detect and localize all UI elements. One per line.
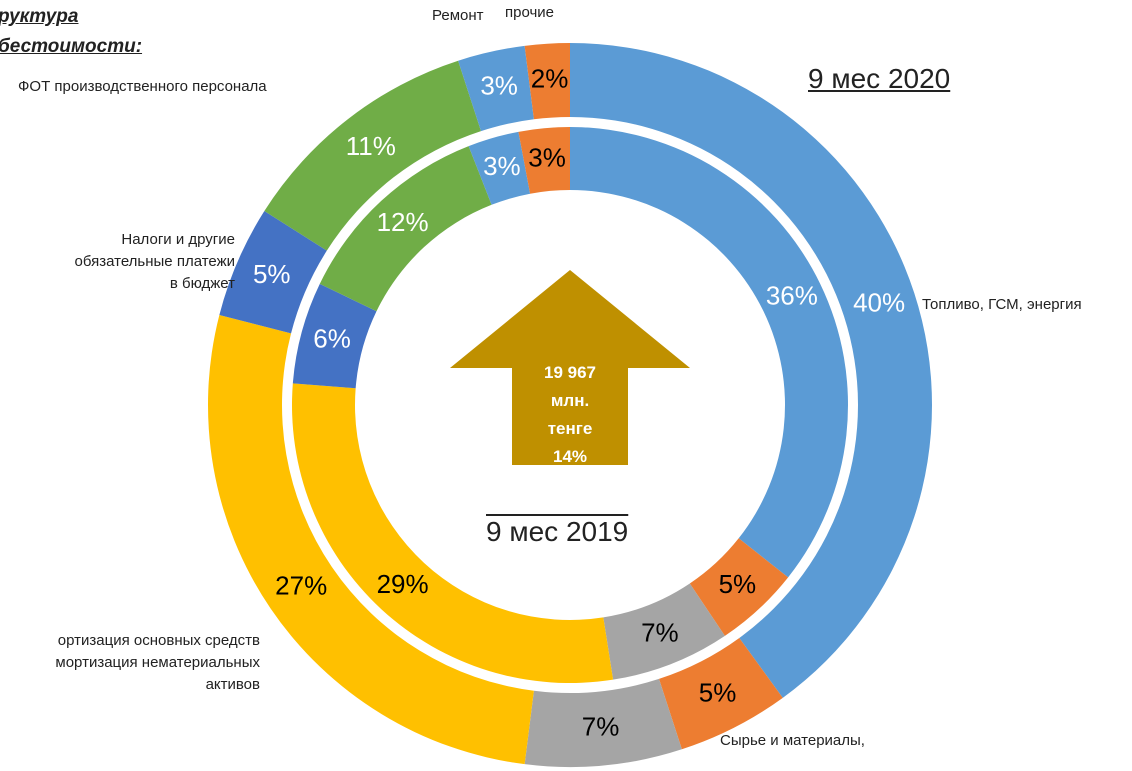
- value-label: 6%: [313, 323, 351, 353]
- value-label: 7%: [582, 711, 620, 741]
- center-label: 19 967 млн. тенге 14%: [544, 363, 596, 466]
- value-label: 5%: [699, 677, 737, 707]
- ring-segment: [458, 45, 534, 132]
- ring-segment: [524, 43, 570, 120]
- ring-segment: [319, 146, 492, 312]
- ring-segment: [292, 283, 377, 389]
- series-name: 9 мес 2020: [808, 63, 951, 94]
- center-line: 14%: [553, 447, 587, 466]
- value-label: 5%: [719, 569, 757, 599]
- value-label: 40%: [853, 287, 905, 317]
- category-label: Налоги и другие обязательные платежи в б…: [74, 231, 235, 292]
- category-label: Топливо, ГСМ, энергия: [922, 296, 1082, 313]
- value-label: 27%: [275, 571, 327, 601]
- category-label: Ремонт: [432, 7, 484, 24]
- category-label: ортизация основных средств мортизация не…: [55, 632, 260, 693]
- center-line: млн.: [551, 391, 589, 410]
- ring-segment: [570, 43, 933, 698]
- center-line: 19 967: [544, 363, 596, 382]
- value-label: 7%: [641, 617, 679, 647]
- arrow: [450, 270, 690, 465]
- ring-segment: [219, 211, 327, 334]
- value-label: 36%: [766, 280, 818, 310]
- value-label: 2%: [531, 64, 569, 94]
- value-label: 12%: [377, 207, 429, 237]
- value-label: 3%: [480, 71, 518, 101]
- chart-title: руктура бестоимости:: [0, 6, 143, 57]
- ring-segment: [689, 538, 789, 636]
- center-line: тенге: [548, 419, 593, 438]
- ring-segment: [524, 678, 682, 767]
- series-name: 9 мес 2019: [486, 516, 629, 547]
- ring-segment: [264, 60, 482, 251]
- category-label: прочие: [505, 4, 555, 21]
- category-label: Сырье и материалы,: [720, 732, 865, 749]
- ring-segment: [658, 637, 783, 750]
- ring-segment: [468, 131, 531, 205]
- ring-segment: [603, 583, 725, 680]
- category-label: ФОТ производственного персонала: [18, 78, 267, 95]
- value-label: 11%: [346, 131, 396, 161]
- value-label: 5%: [253, 259, 291, 289]
- ring-segment: [207, 314, 534, 765]
- ring-segment: [518, 127, 570, 194]
- ring-segment: [570, 127, 848, 578]
- ring-segment: [292, 383, 614, 683]
- value-label: 3%: [483, 151, 521, 181]
- value-label: 3%: [528, 142, 566, 172]
- value-label: 29%: [377, 569, 429, 599]
